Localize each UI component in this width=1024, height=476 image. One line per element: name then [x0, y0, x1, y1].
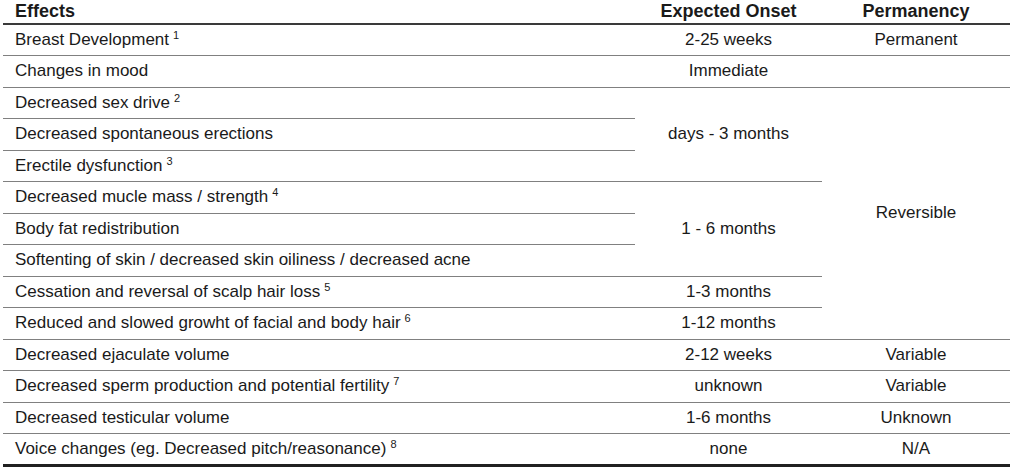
footnote-superscript: 4: [272, 186, 278, 198]
effect-cell: Breast Development 1: [3, 24, 635, 56]
table-row: Changes in mood Immediate: [3, 56, 1010, 88]
effect-label: Decreased testicular volume: [15, 408, 229, 427]
effect-cell: Voice changes (eg. Decreased pitch/reaso…: [3, 434, 635, 466]
effect-cell: Decreased testicular volume: [3, 402, 635, 434]
effect-cell: Decreased spontaneous erections: [3, 119, 635, 151]
effect-label: Cessation and reversal of scalp hair los…: [15, 282, 320, 301]
footnote-superscript: 5: [324, 281, 330, 293]
effect-label: Erectile dysfunction: [15, 156, 162, 175]
effect-cell: Cessation and reversal of scalp hair los…: [3, 276, 635, 308]
footnote-superscript: 2: [174, 92, 180, 104]
header-row: Effects Expected Onset Permanency: [3, 0, 1010, 24]
effect-cell: Decreased sperm production and potential…: [3, 371, 635, 403]
onset-cell: Immediate: [635, 56, 822, 88]
effect-cell: Decreased ejaculate volume: [3, 339, 635, 371]
onset-cell-merged: 1 - 6 months: [635, 182, 822, 277]
table-row: Voice changes (eg. Decreased pitch/reaso…: [3, 434, 1010, 466]
table-row: Decreased ejaculate volume 2-12 weeks Va…: [3, 339, 1010, 371]
onset-cell: 1-12 months: [635, 308, 822, 340]
onset-cell-merged: days - 3 months: [635, 87, 822, 182]
onset-cell: 1-6 months: [635, 402, 822, 434]
footnote-superscript: 3: [166, 155, 172, 167]
footnote-superscript: 8: [390, 438, 396, 450]
header-expected-onset: Expected Onset: [635, 0, 822, 24]
effect-cell: Decreased mucle mass / strength 4: [3, 182, 635, 214]
effects-table-container: Effects Expected Onset Permanency Breast…: [3, 0, 1010, 467]
effect-label: Changes in mood: [15, 61, 148, 80]
onset-cell: unknown: [635, 371, 822, 403]
effect-cell: Changes in mood: [3, 56, 635, 88]
permanency-cell: N/A: [822, 434, 1010, 466]
permanency-cell: Permanent: [822, 24, 1010, 56]
header-permanency: Permanency: [822, 0, 1010, 24]
effect-label: Body fat redistribution: [15, 219, 179, 238]
permanency-cell-merged: Reversible: [822, 87, 1010, 339]
onset-cell: 2-25 weeks: [635, 24, 822, 56]
onset-cell: 1-3 months: [635, 276, 822, 308]
effect-cell: Body fat redistribution: [3, 213, 635, 245]
permanency-cell: Variable: [822, 371, 1010, 403]
effect-label: Softenting of skin / decreased skin oili…: [15, 250, 471, 269]
effect-label: Reduced and slowed growht of facial and …: [15, 313, 401, 332]
permanency-cell: [822, 56, 1010, 88]
header-effects: Effects: [3, 0, 635, 24]
effect-label: Decreased spontaneous erections: [15, 124, 273, 143]
table-row: Decreased testicular volume 1-6 months U…: [3, 402, 1010, 434]
permanency-cell: Unknown: [822, 402, 1010, 434]
footnote-superscript: 6: [405, 312, 411, 324]
effect-cell: Softenting of skin / decreased skin oili…: [3, 245, 635, 277]
onset-cell: 2-12 weeks: [635, 339, 822, 371]
effect-label: Voice changes (eg. Decreased pitch/reaso…: [15, 439, 386, 458]
footnote-superscript: 7: [393, 375, 399, 387]
effect-label: Decreased sperm production and potential…: [15, 376, 389, 395]
effect-cell: Reduced and slowed growht of facial and …: [3, 308, 635, 340]
footnote-superscript: 1: [173, 29, 179, 41]
effect-label: Decreased ejaculate volume: [15, 345, 230, 364]
effect-cell: Decreased sex drive 2: [3, 87, 635, 119]
effect-label: Decreased sex drive: [15, 93, 170, 112]
permanency-cell: Variable: [822, 339, 1010, 371]
table-row: Decreased sex drive2 days - 3 months Rev…: [3, 87, 1010, 119]
effect-label: Breast Development: [15, 30, 169, 49]
table-row: Breast Development 1 2-25 weeks Permanent: [3, 24, 1010, 56]
table-row: Decreased sperm production and potential…: [3, 371, 1010, 403]
effect-label: Decreased mucle mass / strength: [15, 187, 268, 206]
onset-cell: none: [635, 434, 822, 466]
effects-table: Effects Expected Onset Permanency Breast…: [3, 0, 1010, 467]
effect-cell: Erectile dysfunction 3: [3, 150, 635, 182]
